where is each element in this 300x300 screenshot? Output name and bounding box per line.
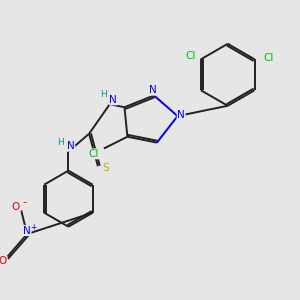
Text: S: S bbox=[103, 163, 110, 173]
Text: H: H bbox=[57, 137, 64, 146]
Text: N: N bbox=[177, 110, 185, 120]
Text: -: - bbox=[22, 197, 26, 207]
Text: N: N bbox=[67, 141, 75, 151]
Text: N: N bbox=[23, 226, 31, 236]
Text: H: H bbox=[100, 90, 106, 99]
Text: Cl: Cl bbox=[185, 51, 196, 61]
Text: N: N bbox=[148, 85, 156, 95]
Text: O: O bbox=[12, 202, 20, 212]
Text: N: N bbox=[110, 95, 117, 105]
Text: +: + bbox=[30, 223, 37, 232]
Text: O: O bbox=[0, 256, 7, 266]
Text: Cl: Cl bbox=[263, 53, 274, 63]
Text: Cl: Cl bbox=[88, 149, 99, 159]
